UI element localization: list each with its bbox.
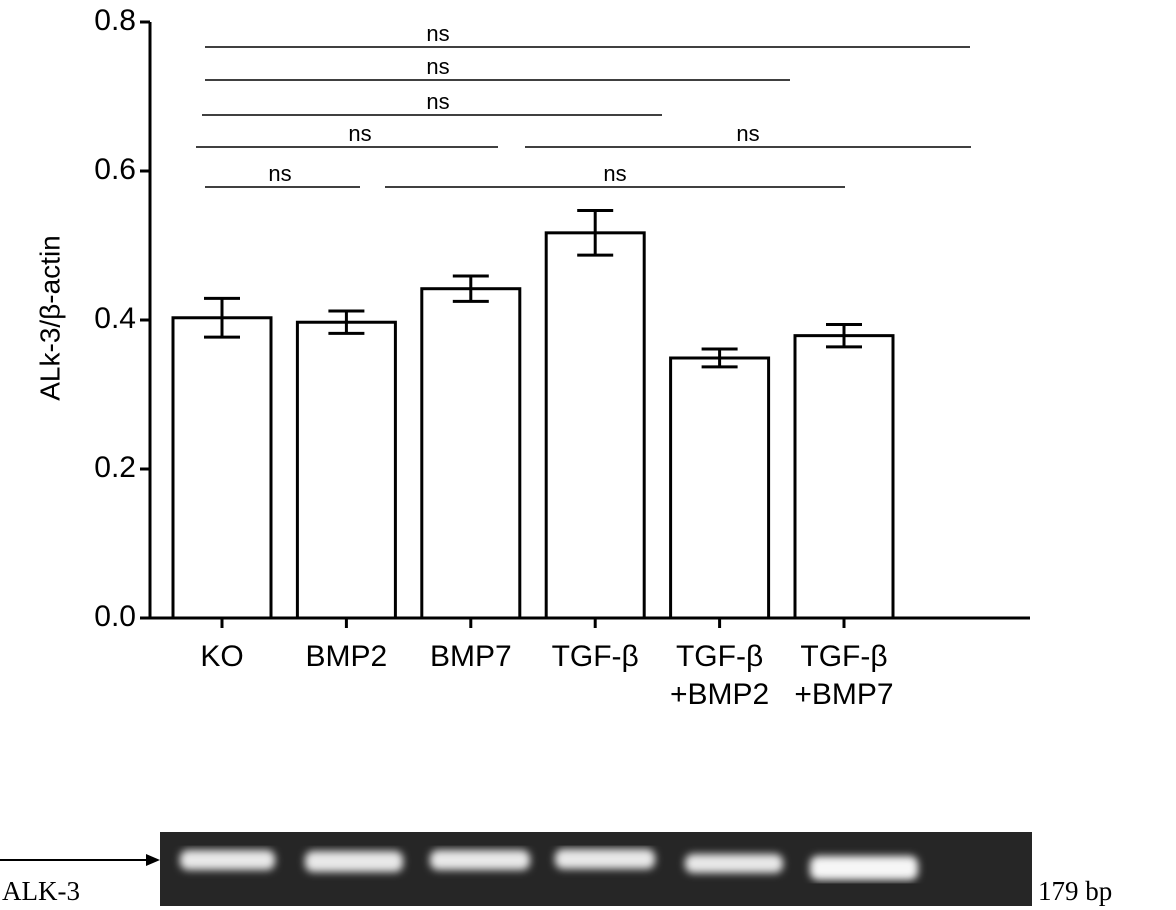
bar [546, 233, 644, 618]
y-tick-label: 0.4 [94, 302, 136, 335]
bar [422, 289, 520, 618]
y-tick-label: 0.0 [94, 600, 136, 633]
gel-arrow-head [146, 854, 160, 866]
gel-lane-label: ALK-3 [2, 876, 80, 907]
significance-label: ns [268, 161, 291, 186]
bar [297, 322, 395, 618]
significance-label: ns [603, 161, 626, 186]
significance-label: ns [426, 54, 449, 79]
y-tick-label: 0.6 [94, 153, 136, 186]
significance-label: ns [736, 121, 759, 146]
gel-band-size: 179 bp [1038, 876, 1112, 907]
bar [671, 358, 769, 618]
significance-label: ns [426, 89, 449, 114]
y-tick-label: 0.8 [94, 4, 136, 37]
chart: ALk-3/β-actin 0.0 0.2 0.4 0.6 0.8 ns ns ns ns ns n… [0, 0, 1176, 910]
bar [795, 336, 893, 618]
significance-label: ns [348, 121, 371, 146]
y-tick-label: 0.2 [94, 451, 136, 484]
significance-label: ns [426, 21, 449, 46]
x-tick-label: TGF-β +BMP7 [764, 638, 924, 714]
gel [0, 832, 1032, 906]
bar [173, 318, 271, 618]
y-axis-label: ALk-3/β-actin [34, 235, 65, 401]
page: ALk-3/β-actin 0.0 0.2 0.4 0.6 0.8 ns ns ns ns ns n… [0, 0, 1176, 910]
